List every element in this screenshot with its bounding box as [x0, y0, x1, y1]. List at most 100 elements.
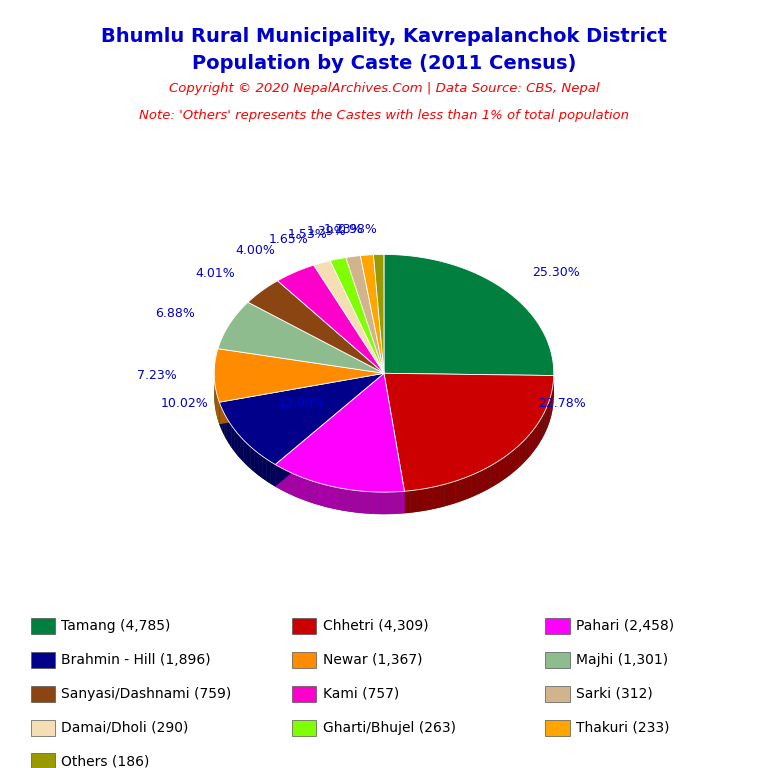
- Text: 0.98%: 0.98%: [338, 223, 378, 236]
- Polygon shape: [405, 491, 410, 513]
- Polygon shape: [384, 254, 554, 376]
- Polygon shape: [384, 373, 554, 398]
- Polygon shape: [217, 394, 218, 420]
- Polygon shape: [254, 450, 258, 475]
- Polygon shape: [439, 485, 445, 508]
- Bar: [31, 720, 55, 736]
- Bar: [31, 652, 55, 668]
- Polygon shape: [546, 404, 548, 430]
- Text: Gharti/Bhujel (263): Gharti/Bhujel (263): [323, 720, 455, 735]
- Polygon shape: [300, 476, 305, 501]
- Text: 1.53%: 1.53%: [288, 228, 328, 241]
- Polygon shape: [545, 409, 546, 434]
- Polygon shape: [295, 475, 300, 498]
- Polygon shape: [243, 440, 247, 465]
- Polygon shape: [548, 400, 549, 426]
- Polygon shape: [223, 410, 224, 436]
- Bar: [545, 618, 570, 634]
- Polygon shape: [339, 488, 345, 511]
- Polygon shape: [433, 485, 439, 509]
- Polygon shape: [224, 414, 227, 440]
- Polygon shape: [549, 396, 551, 422]
- Text: Bhumlu Rural Municipality, Kavrepalanchok District: Bhumlu Rural Municipality, Kavrepalancho…: [101, 27, 667, 46]
- Polygon shape: [285, 470, 290, 494]
- Polygon shape: [221, 406, 223, 432]
- Text: Thakuri (233): Thakuri (233): [576, 720, 670, 735]
- Text: Brahmin - Hill (1,896): Brahmin - Hill (1,896): [61, 653, 211, 667]
- Polygon shape: [535, 424, 538, 449]
- Text: 4.00%: 4.00%: [236, 244, 276, 257]
- Polygon shape: [237, 433, 240, 458]
- Bar: [292, 720, 316, 736]
- Bar: [31, 686, 55, 702]
- Text: 10.02%: 10.02%: [161, 397, 209, 410]
- Bar: [545, 652, 570, 668]
- Text: 4.01%: 4.01%: [195, 266, 235, 280]
- Polygon shape: [333, 487, 339, 510]
- Text: Newar (1,367): Newar (1,367): [323, 653, 422, 667]
- Polygon shape: [220, 402, 221, 429]
- Polygon shape: [399, 492, 405, 514]
- Polygon shape: [275, 465, 280, 489]
- Polygon shape: [262, 456, 266, 481]
- Polygon shape: [410, 490, 416, 513]
- Polygon shape: [240, 436, 243, 462]
- Polygon shape: [540, 416, 542, 442]
- Text: 7.23%: 7.23%: [137, 369, 177, 382]
- Polygon shape: [523, 439, 526, 464]
- Polygon shape: [266, 459, 271, 484]
- Polygon shape: [380, 492, 386, 515]
- Bar: [545, 686, 570, 702]
- Polygon shape: [231, 425, 234, 452]
- Text: Sanyasi/Dashnami (759): Sanyasi/Dashnami (759): [61, 687, 232, 701]
- Text: Sarki (312): Sarki (312): [576, 687, 653, 701]
- Polygon shape: [220, 373, 384, 465]
- Text: Chhetri (4,309): Chhetri (4,309): [323, 619, 429, 633]
- Polygon shape: [500, 458, 504, 482]
- Polygon shape: [486, 465, 491, 491]
- Bar: [292, 652, 316, 668]
- Polygon shape: [495, 460, 500, 485]
- Polygon shape: [277, 265, 384, 373]
- Polygon shape: [330, 257, 384, 373]
- Polygon shape: [384, 373, 405, 513]
- Polygon shape: [450, 481, 455, 505]
- Polygon shape: [516, 445, 519, 470]
- Bar: [31, 753, 55, 768]
- Polygon shape: [275, 373, 384, 487]
- Polygon shape: [504, 455, 508, 479]
- Text: Majhi (1,301): Majhi (1,301): [576, 653, 668, 667]
- Polygon shape: [220, 373, 384, 424]
- Text: Others (186): Others (186): [61, 754, 150, 768]
- Polygon shape: [529, 431, 532, 457]
- Polygon shape: [373, 254, 384, 373]
- Polygon shape: [350, 490, 356, 512]
- Polygon shape: [327, 485, 333, 508]
- Polygon shape: [374, 492, 380, 514]
- Polygon shape: [360, 255, 384, 373]
- Polygon shape: [275, 373, 405, 492]
- Text: 6.88%: 6.88%: [155, 307, 195, 320]
- Text: Copyright © 2020 NepalArchives.Com | Data Source: CBS, Nepal: Copyright © 2020 NepalArchives.Com | Dat…: [169, 82, 599, 95]
- Polygon shape: [362, 492, 369, 514]
- Polygon shape: [532, 428, 535, 453]
- Polygon shape: [384, 373, 554, 398]
- Polygon shape: [356, 491, 362, 513]
- Polygon shape: [384, 373, 554, 492]
- Bar: [292, 686, 316, 702]
- Polygon shape: [422, 488, 428, 511]
- Polygon shape: [472, 473, 476, 498]
- Text: 1.65%: 1.65%: [269, 233, 308, 246]
- Polygon shape: [214, 349, 384, 402]
- Polygon shape: [271, 462, 275, 487]
- Polygon shape: [482, 468, 486, 493]
- Text: Tamang (4,785): Tamang (4,785): [61, 619, 170, 633]
- Text: 1.39%: 1.39%: [306, 225, 346, 238]
- Polygon shape: [538, 420, 540, 445]
- Polygon shape: [227, 418, 229, 444]
- Text: Population by Caste (2011 Census): Population by Caste (2011 Census): [192, 54, 576, 73]
- Polygon shape: [542, 412, 545, 438]
- Polygon shape: [384, 373, 405, 513]
- Polygon shape: [280, 467, 285, 492]
- Text: 1.23%: 1.23%: [323, 223, 363, 237]
